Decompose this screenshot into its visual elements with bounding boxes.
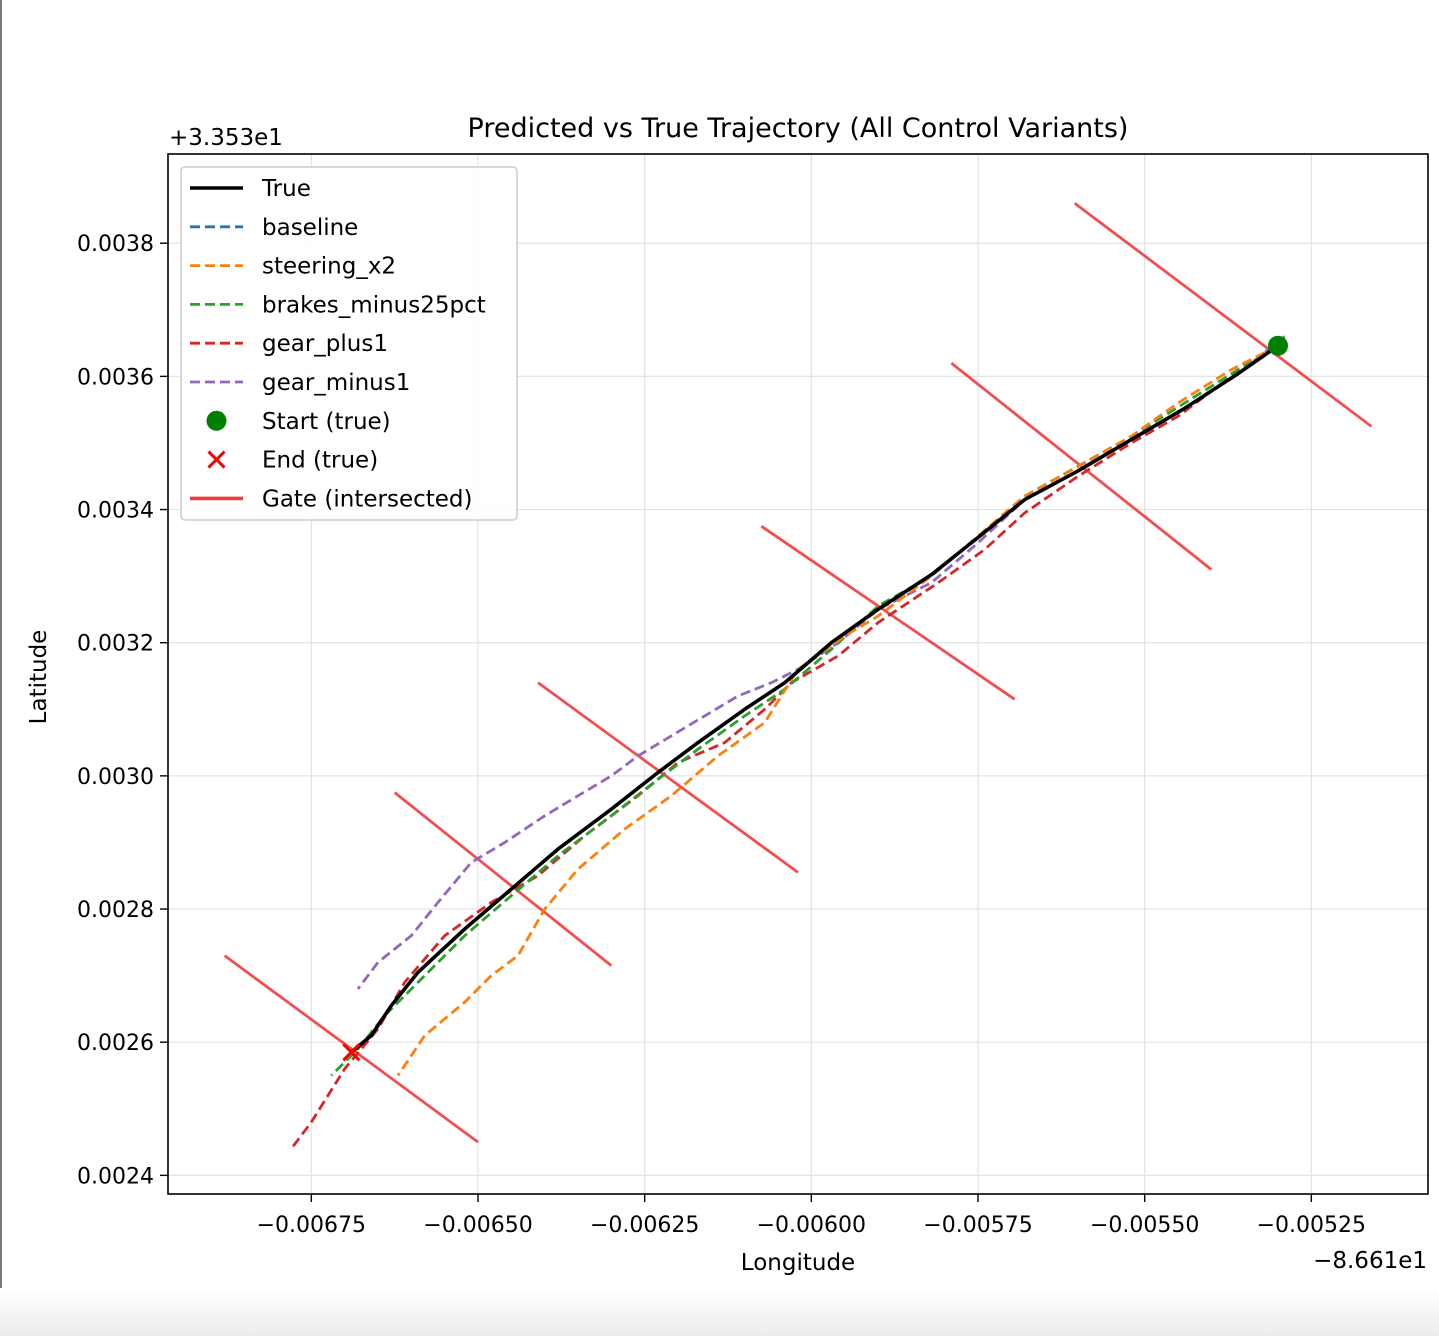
legend: True baseline steering_x2 brakes_minus25pct… [180, 166, 518, 521]
series-line-gear-plus1 [290, 344, 1279, 1150]
x-tick-label: −0.00575 [923, 1213, 1032, 1238]
gate-line [537, 681, 799, 874]
x-tick-label: −0.00625 [590, 1213, 699, 1238]
gate-line [1073, 202, 1373, 428]
legend-swatch [207, 450, 226, 469]
y-tick-label: 0.0032 [77, 632, 154, 657]
y-tick-label: 0.0028 [77, 898, 154, 923]
window-edge [0, 0, 2, 1290]
legend-item: Gate (intersected) [190, 486, 472, 512]
legend-item: Start (true) [206, 409, 391, 435]
y-tick-label: 0.0026 [77, 1031, 154, 1056]
series [290, 335, 1286, 1150]
legend-item: gear_minus1 [190, 370, 410, 396]
x-tick-label: −0.00550 [1090, 1213, 1199, 1238]
legend-label: steering_x2 [262, 254, 396, 280]
window-bottom-shadow [0, 1288, 1439, 1336]
gate-line [223, 954, 479, 1144]
chart-title: Predicted vs True Trajectory (All Contro… [468, 113, 1129, 144]
x-tick-label: −0.00675 [257, 1213, 366, 1238]
x-tick-label: −0.00525 [1257, 1213, 1366, 1238]
markers [342, 335, 1288, 1062]
legend-label: gear_plus1 [262, 331, 388, 357]
legend-item: brakes_minus25pct [190, 292, 486, 318]
x-tick-label: −0.00650 [423, 1213, 532, 1238]
legend-box [180, 166, 518, 521]
y-tick-label: 0.0030 [77, 765, 154, 790]
gates [223, 202, 1373, 1144]
legend-label: True [261, 176, 311, 202]
legend-label: Start (true) [262, 409, 391, 435]
y-tick-label: 0.0034 [77, 499, 154, 524]
gate-line [393, 791, 613, 967]
legend-item: gear_plus1 [190, 331, 388, 357]
legend-label: Gate (intersected) [262, 486, 472, 512]
start-marker [1268, 335, 1288, 356]
y-tick-label: 0.0038 [77, 232, 154, 257]
gate-line [760, 525, 1016, 701]
legend-item: End (true) [207, 448, 378, 474]
series-line-true [350, 344, 1280, 1054]
end-marker-stroke [342, 1043, 361, 1062]
legend-item: steering_x2 [190, 254, 396, 280]
legend-item: baseline [190, 215, 358, 241]
series-line-steering-x2 [396, 344, 1279, 1077]
y-tick-label: 0.0036 [77, 365, 154, 390]
legend-label: End (true) [262, 448, 378, 474]
legend-swatch [206, 410, 227, 431]
x-tick-label: −0.00600 [757, 1213, 866, 1238]
y-axis-label: Latitude [26, 630, 52, 725]
legend-label: brakes_minus25pct [262, 292, 486, 318]
x-axis-label: Longitude [741, 1250, 855, 1276]
x-offset-label: −8.661e1 [1313, 1248, 1427, 1274]
legend-label: baseline [262, 215, 358, 241]
axis-ticks: −0.00675 −0.00650 −0.00625 −0.00600 −0.00575… [77, 232, 1366, 1238]
plot-area-frame [167, 153, 1429, 1195]
legend-label: gear_minus1 [262, 370, 410, 396]
legend-item: True [190, 176, 311, 202]
y-tick-label: 0.0024 [77, 1164, 154, 1189]
y-offset-label: +3.353e1 [169, 125, 283, 151]
